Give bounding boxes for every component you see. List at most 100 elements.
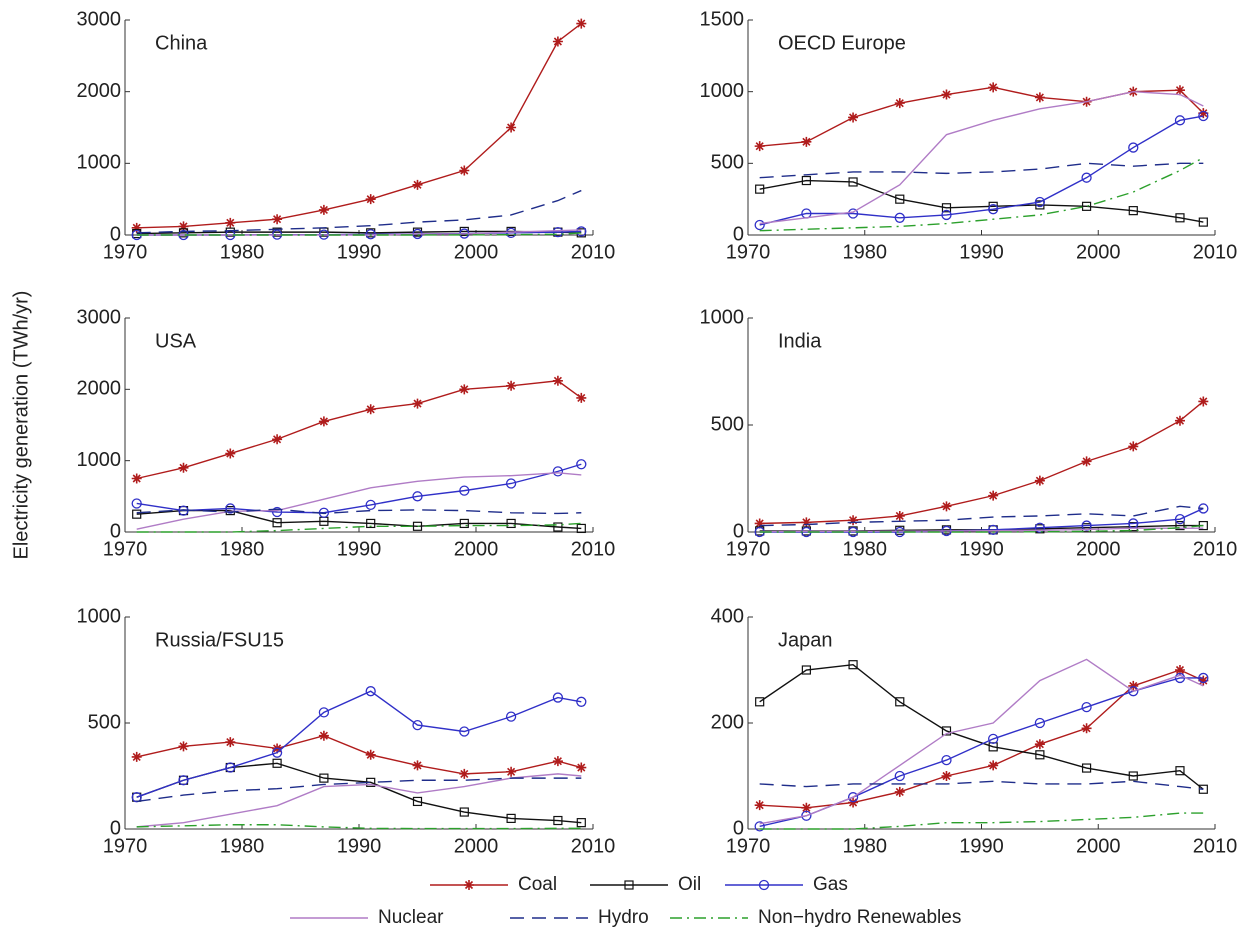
x-tick-label: 1970 [726, 241, 771, 263]
marker [365, 404, 376, 415]
y-axis-label: Electricity generation (TWh/yr) [10, 291, 32, 560]
series-line [136, 690, 582, 798]
series-line [759, 90, 1204, 225]
marker [272, 518, 282, 528]
series-line [759, 524, 1204, 533]
marker [988, 733, 999, 745]
marker [1175, 766, 1185, 776]
marker [754, 219, 765, 231]
marker [225, 762, 236, 773]
marker [1128, 771, 1138, 781]
x-tick-label: 2010 [571, 241, 616, 263]
x-tick-label: 1980 [843, 241, 888, 263]
legend-label: Non−hydro Renewables [758, 907, 961, 928]
marker [1128, 142, 1139, 153]
marker [1035, 750, 1045, 760]
marker [848, 112, 859, 123]
marker [318, 707, 330, 718]
marker [1034, 196, 1046, 208]
marker [412, 491, 423, 502]
legend-marker [758, 879, 770, 891]
x-tick-label: 1970 [103, 241, 148, 263]
marker [552, 375, 563, 386]
legend-label: Nuclear [378, 907, 444, 928]
marker [895, 194, 905, 204]
x-tick-label: 2010 [1193, 241, 1238, 263]
x-tick-label: 1990 [959, 241, 1004, 263]
marker [412, 719, 423, 731]
y-tick-label: 1000 [77, 449, 122, 471]
x-tick-label: 1990 [337, 538, 382, 560]
marker [988, 524, 999, 536]
x-tick-label: 1990 [337, 835, 382, 857]
marker [365, 194, 376, 205]
marker [506, 380, 517, 391]
x-tick-label: 2000 [1076, 538, 1121, 560]
marker [1174, 115, 1186, 126]
x-tick-label: 1980 [220, 835, 265, 857]
y-tick-label: 2000 [77, 378, 122, 400]
y-tick-label: 3000 [77, 8, 122, 30]
legend-label: Coal [518, 874, 557, 895]
x-tick-label: 2010 [1193, 538, 1238, 560]
series-line [136, 824, 582, 830]
marker [1034, 739, 1045, 750]
x-tick-label: 1980 [220, 538, 265, 560]
marker [459, 384, 470, 395]
x-tick-label: 2000 [454, 241, 499, 263]
marker [319, 773, 329, 783]
marker [894, 786, 905, 797]
series-line [136, 522, 582, 533]
y-tick-label: 500 [88, 711, 121, 733]
marker [754, 518, 765, 529]
x-tick-label: 1980 [843, 538, 888, 560]
marker [131, 792, 142, 803]
marker [132, 509, 142, 519]
x-tick-label: 1980 [843, 835, 888, 857]
marker [412, 521, 423, 531]
series-line [759, 677, 1204, 828]
x-tick-label: 1980 [220, 241, 265, 263]
x-tick-label: 1970 [103, 538, 148, 560]
marker [576, 523, 586, 534]
series-line [136, 734, 582, 775]
x-tick-label: 1970 [103, 835, 148, 857]
marker [576, 392, 587, 403]
y-tick-label: 1000 [700, 306, 745, 328]
series-line [136, 380, 582, 480]
marker [895, 697, 905, 707]
marker [988, 760, 999, 771]
series-line [136, 777, 582, 803]
marker [459, 165, 470, 176]
series-line [136, 773, 582, 828]
y-tick-label: 400 [711, 605, 744, 627]
marker [801, 175, 811, 186]
marker [576, 818, 586, 828]
series-line [136, 472, 582, 530]
marker [941, 89, 952, 100]
y-tick-label: 0 [110, 223, 121, 245]
marker [131, 498, 142, 509]
panel-title: Japan [778, 629, 833, 651]
marker [1174, 415, 1185, 426]
marker [1081, 456, 1092, 467]
marker [801, 517, 812, 528]
y-tick-label: 0 [733, 520, 744, 542]
marker [552, 226, 564, 238]
marker [1034, 717, 1046, 729]
marker [1174, 665, 1185, 675]
series-line [136, 463, 582, 514]
marker [1174, 514, 1186, 525]
marker [225, 448, 236, 459]
marker [894, 510, 905, 521]
marker [848, 797, 859, 808]
marker [894, 98, 905, 109]
marker [412, 179, 423, 190]
marker [894, 770, 905, 782]
marker [988, 82, 999, 93]
marker [271, 506, 283, 518]
y-tick-label: 500 [711, 152, 744, 174]
y-tick-label: 0 [110, 520, 121, 542]
marker [412, 796, 423, 807]
